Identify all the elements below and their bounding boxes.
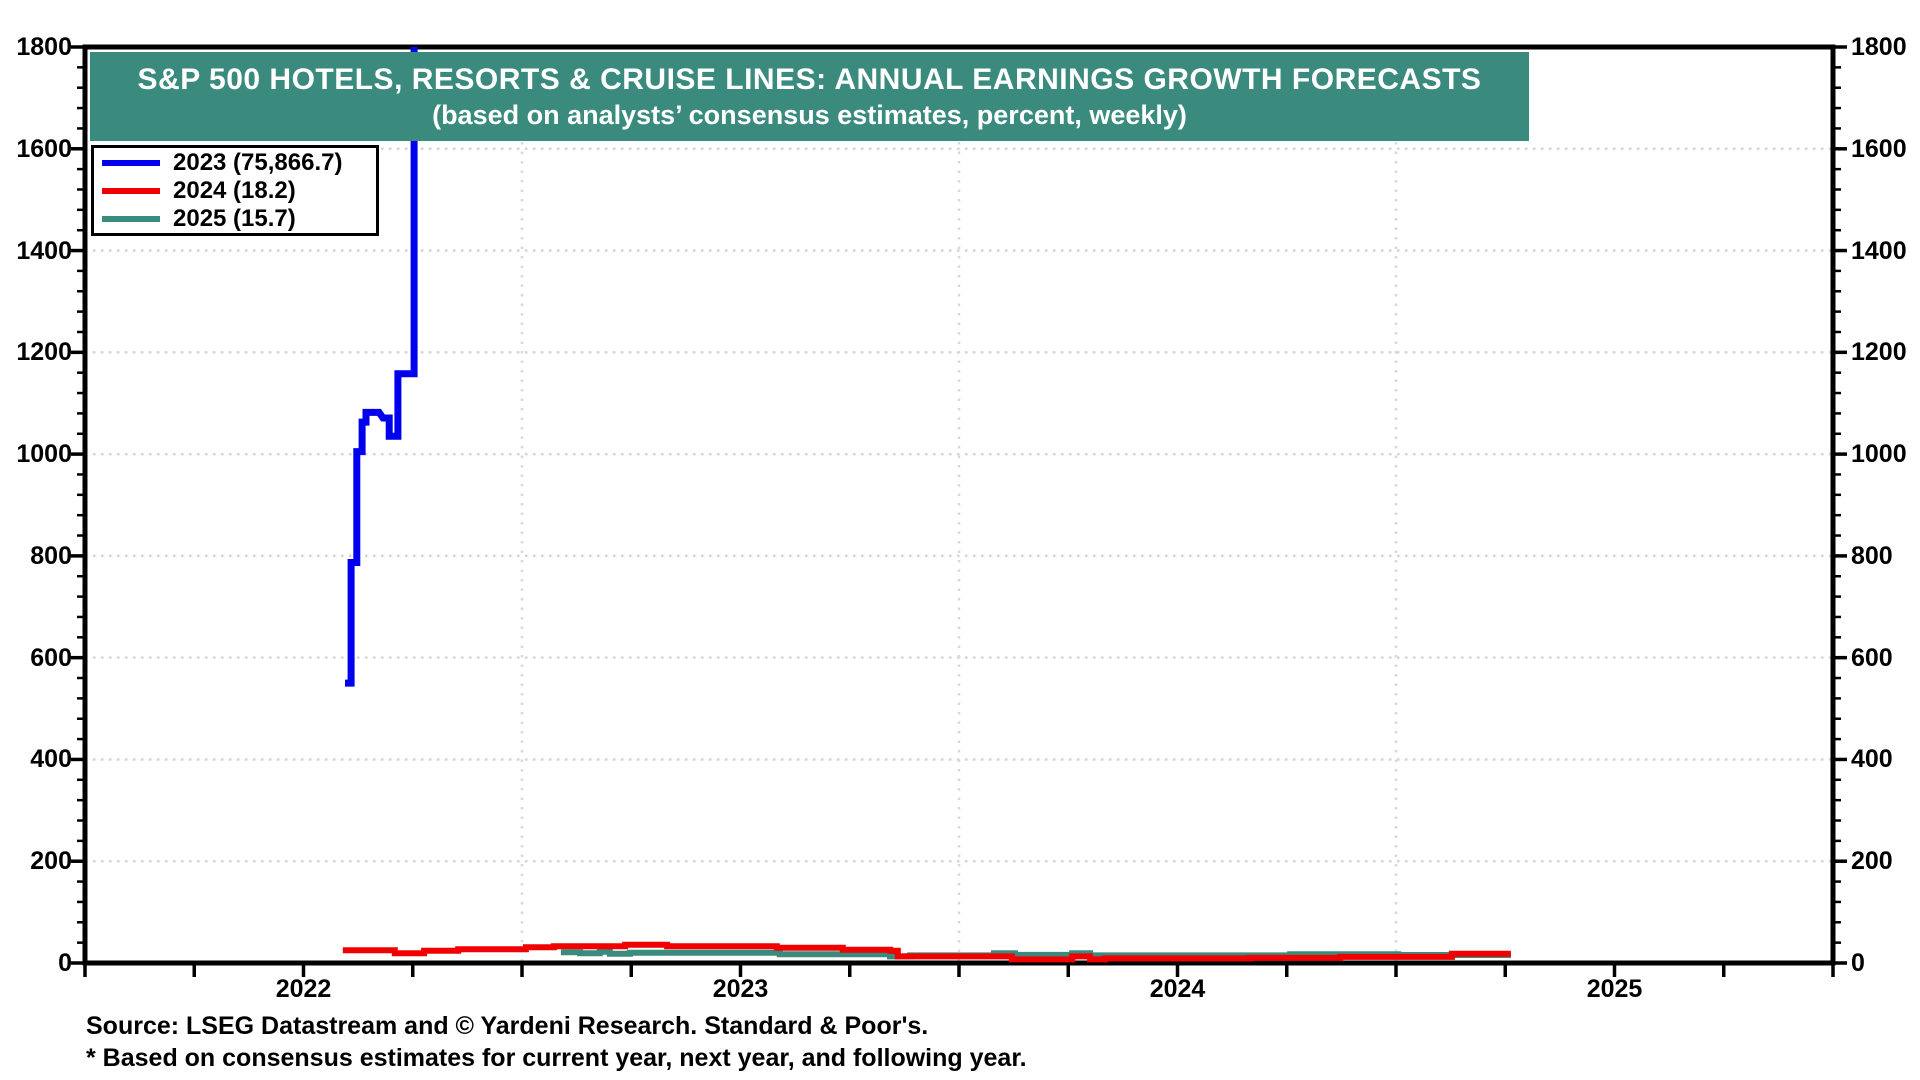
legend-box: 2023 (75,866.7) 2024 (18.2) 2025 (15.7) bbox=[91, 145, 379, 236]
legend-swatch-2025 bbox=[102, 215, 160, 222]
y-axis-tick-label-right: 400 bbox=[1851, 745, 1893, 774]
y-axis-tick-label-left: 400 bbox=[30, 745, 72, 774]
chart-title: S&P 500 HOTELS, RESORTS & CRUISE LINES: … bbox=[137, 62, 1482, 96]
y-axis-tick-label-left: 1000 bbox=[16, 440, 72, 469]
legend-swatch-2024 bbox=[102, 187, 160, 194]
legend-swatch-2023 bbox=[102, 159, 160, 166]
series-line-2023 bbox=[345, 47, 418, 687]
x-axis-year-label: 2024 bbox=[1149, 975, 1206, 1003]
y-axis-tick-label-right: 1000 bbox=[1851, 440, 1907, 469]
y-axis-tick-label-right: 1600 bbox=[1851, 134, 1907, 163]
series-line-2024 bbox=[342, 941, 1511, 963]
chart-subtitle: (based on analysts’ consensus estimates,… bbox=[432, 99, 1187, 130]
footnote-text: * Based on consensus estimates for curre… bbox=[86, 1044, 1027, 1072]
y-axis-tick-label-left: 800 bbox=[30, 541, 72, 570]
y-axis-tick-label-right: 600 bbox=[1851, 643, 1893, 672]
y-axis-tick-label-left: 1400 bbox=[16, 236, 72, 265]
legend-item-2024: 2024 (18.2) bbox=[102, 177, 376, 205]
y-axis-tick-label-left: 0 bbox=[58, 949, 72, 977]
y-axis-tick-label-right: 1800 bbox=[1851, 33, 1907, 61]
x-axis-year-label: 2022 bbox=[275, 975, 332, 1003]
y-axis-tick-label-right: 200 bbox=[1851, 847, 1893, 876]
legend-item-2023: 2023 (75,866.7) bbox=[102, 149, 376, 177]
y-axis-tick-label-right: 800 bbox=[1851, 541, 1893, 570]
y-axis-tick-label-right: 1400 bbox=[1851, 236, 1907, 265]
y-axis-tick-label-right: 0 bbox=[1851, 949, 1865, 977]
plot-frame bbox=[82, 44, 1836, 966]
legend-label-2024: 2024 (18.2) bbox=[173, 176, 296, 204]
legend-label-2023: 2023 (75,866.7) bbox=[173, 148, 343, 176]
legend-item-2025: 2025 (15.7) bbox=[102, 205, 376, 233]
y-axis-tick-label-right: 1200 bbox=[1851, 338, 1907, 367]
title-banner: S&P 500 HOTELS, RESORTS & CRUISE LINES: … bbox=[90, 52, 1529, 141]
x-axis-year-label: 2025 bbox=[1586, 975, 1643, 1003]
y-axis-tick-label-left: 600 bbox=[30, 643, 72, 672]
x-axis-year-label: 2023 bbox=[712, 975, 769, 1003]
y-axis-tick-label-left: 1800 bbox=[16, 33, 72, 61]
series-layer bbox=[342, 47, 1511, 963]
legend-label-2025: 2025 (15.7) bbox=[173, 204, 296, 232]
y-axis-tick-label-left: 1600 bbox=[16, 134, 72, 163]
y-axis-tick-label-left: 200 bbox=[30, 847, 72, 876]
y-axis-tick-label-left: 1200 bbox=[16, 338, 72, 367]
source-text: Source: LSEG Datastream and © Yardeni Re… bbox=[86, 1012, 929, 1040]
